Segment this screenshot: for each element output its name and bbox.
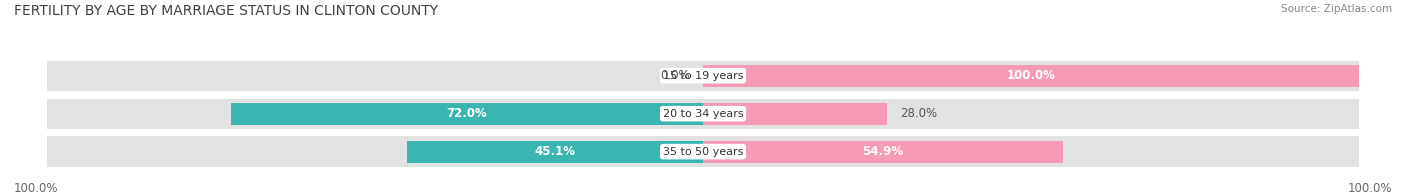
Bar [703, 141, 1063, 163]
Text: 28.0%: 28.0% [900, 107, 936, 120]
Bar [46, 99, 1360, 129]
Text: 72.0%: 72.0% [447, 107, 486, 120]
Bar [703, 103, 887, 125]
Bar [46, 136, 1360, 167]
Text: FERTILITY BY AGE BY MARRIAGE STATUS IN CLINTON COUNTY: FERTILITY BY AGE BY MARRIAGE STATUS IN C… [14, 4, 439, 18]
Text: 35 to 50 years: 35 to 50 years [662, 147, 744, 157]
Bar [46, 61, 1360, 91]
Text: 54.9%: 54.9% [862, 145, 904, 158]
Text: 100.0%: 100.0% [1347, 182, 1392, 195]
Text: 45.1%: 45.1% [534, 145, 575, 158]
Text: 0.0%: 0.0% [661, 69, 690, 82]
Text: 20 to 34 years: 20 to 34 years [662, 109, 744, 119]
Bar [703, 65, 1360, 87]
Text: Source: ZipAtlas.com: Source: ZipAtlas.com [1281, 4, 1392, 14]
Text: 15 to 19 years: 15 to 19 years [662, 71, 744, 81]
Text: 100.0%: 100.0% [1007, 69, 1056, 82]
Bar [408, 141, 703, 163]
Text: 100.0%: 100.0% [14, 182, 59, 195]
Bar [231, 103, 703, 125]
